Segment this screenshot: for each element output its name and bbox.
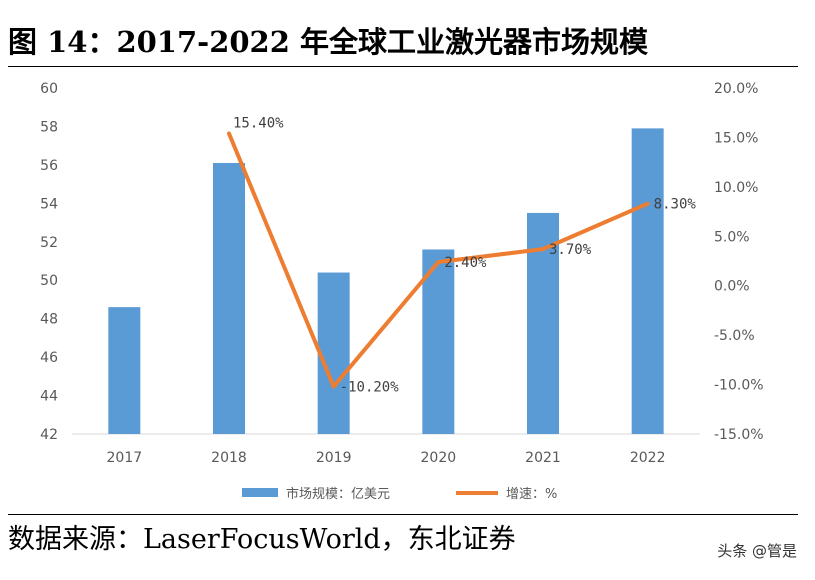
left-tick-label: 60	[40, 81, 58, 97]
right-tick-label: 15.0%	[714, 130, 758, 146]
x-tick-label: 2021	[525, 450, 561, 466]
left-axis: 42 44 46 48 50 52 54 56 58 60	[40, 81, 58, 443]
bar	[317, 272, 350, 434]
source-rule	[8, 514, 798, 515]
left-tick-label: 44	[40, 389, 58, 405]
x-tick-label: 2019	[316, 450, 352, 466]
legend: 市场规模：亿美元 增速：%	[242, 486, 557, 502]
line-series	[227, 131, 650, 389]
title-rule	[8, 66, 798, 67]
x-axis: 2017 2018 2019 2020 2021 2022	[107, 450, 666, 466]
legend-bar-swatch	[242, 488, 278, 497]
line-data-label: 8.30%	[654, 197, 697, 213]
right-tick-label: 0.0%	[714, 279, 750, 295]
watermark: 头条 @管是	[717, 542, 797, 560]
x-tick-label: 2022	[630, 450, 666, 466]
bar	[631, 128, 664, 434]
left-tick-label: 50	[40, 273, 58, 289]
right-tick-label: -5.0%	[714, 328, 755, 344]
left-tick-label: 58	[40, 119, 58, 135]
legend-bar-label: 市场规模：亿美元	[286, 486, 390, 502]
right-tick-label: 5.0%	[714, 229, 750, 245]
figure-title: 图 14：2017-2022 年全球工业激光器市场规模	[8, 25, 649, 59]
growth-line	[227, 131, 650, 389]
right-axis: -15.0% -10.0% -5.0% 0.0% 5.0% 10.0% 15.0% 20.0%	[714, 81, 764, 443]
line-data-label: -10.20%	[340, 380, 400, 396]
x-tick-label: 2017	[107, 450, 143, 466]
x-tick-label: 2020	[421, 450, 457, 466]
line-data-label: 15.40%	[233, 115, 284, 131]
left-tick-label: 48	[40, 312, 58, 328]
left-tick-label: 52	[40, 235, 58, 251]
x-tick-label: 2018	[211, 450, 247, 466]
left-tick-label: 42	[40, 427, 58, 443]
right-tick-label: -15.0%	[714, 427, 764, 443]
left-tick-label: 56	[40, 158, 58, 174]
left-tick-label: 54	[40, 196, 58, 212]
line-data-label: 3.70%	[549, 242, 592, 258]
legend-line-label: 增速：%	[506, 487, 557, 502]
line-data-labels: 15.40% -10.20% 2.40% 3.70% 8.30%	[233, 115, 696, 395]
bar	[108, 307, 141, 434]
right-tick-label: 20.0%	[714, 81, 758, 97]
right-tick-label: 10.0%	[714, 180, 758, 196]
bar	[422, 249, 455, 434]
bar	[213, 162, 245, 434]
left-tick-label: 46	[40, 350, 58, 366]
right-tick-label: -10.0%	[714, 378, 764, 394]
line-data-label: 2.40%	[444, 255, 487, 271]
source-note: 数据来源：LaserFocusWorld，东北证券	[8, 524, 516, 555]
